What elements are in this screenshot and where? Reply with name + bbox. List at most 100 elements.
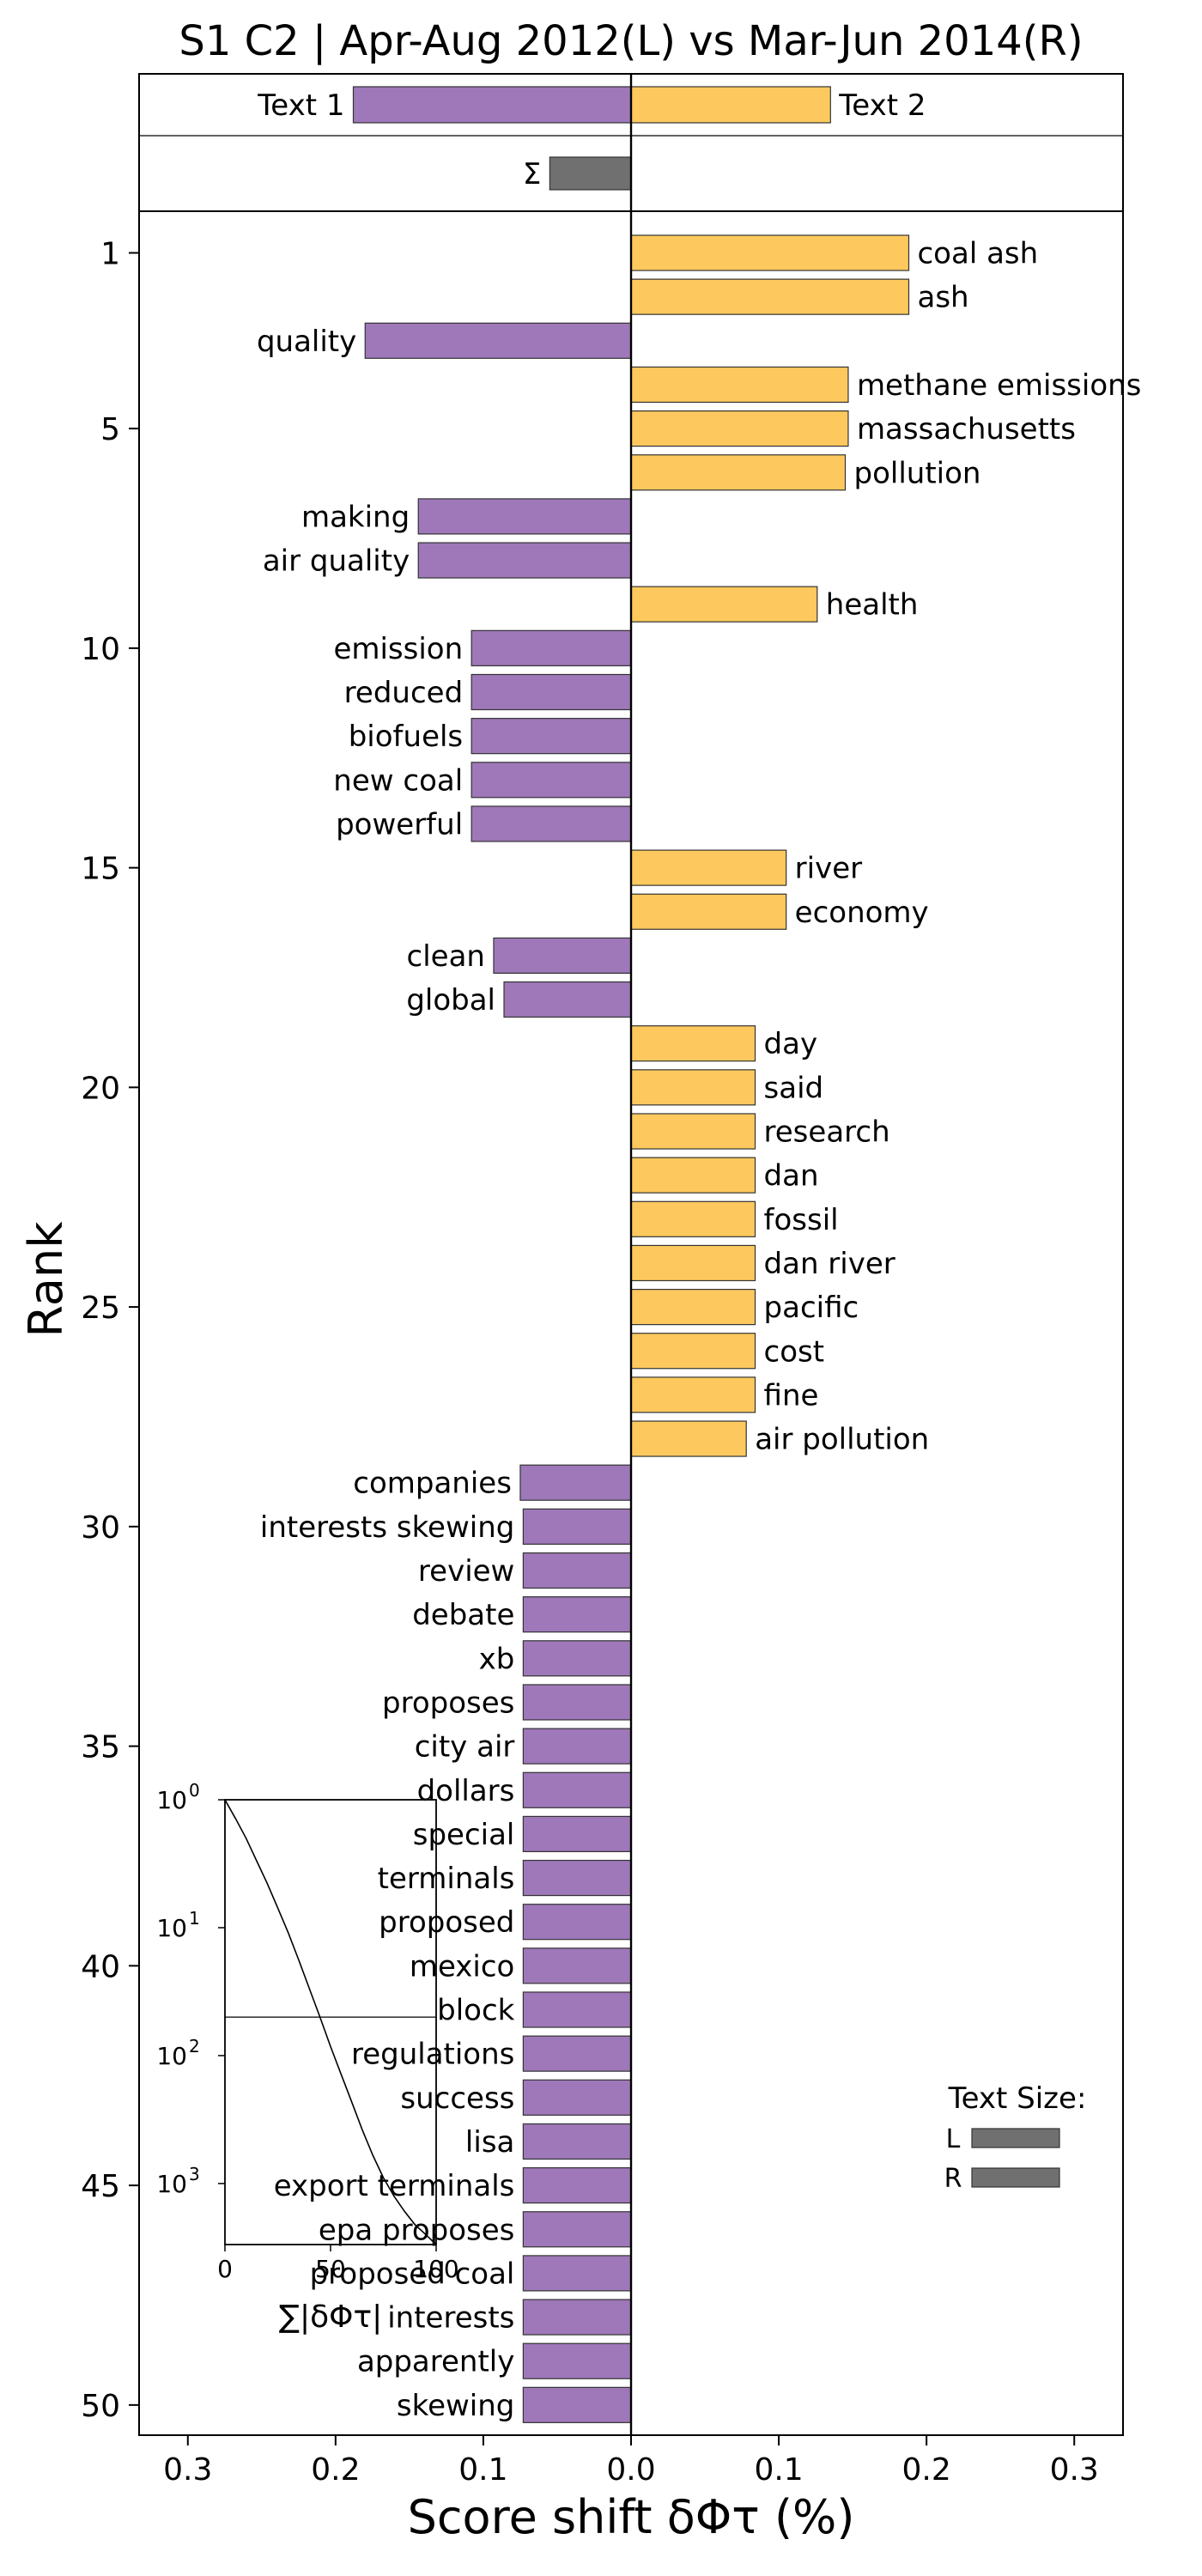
word-bar [522, 1947, 632, 1984]
y-tick-label: 50 [81, 2389, 120, 2424]
word-bar [470, 805, 632, 842]
word-bar [630, 586, 818, 623]
inset-y-tick-exponent: 2 [189, 2036, 200, 2057]
word-label: dan river [764, 1247, 895, 1281]
text1-total-bar [352, 86, 632, 124]
word-bar [522, 1904, 632, 1941]
word-bar [522, 1596, 632, 1633]
x-tick-label: 0.1 [458, 2452, 507, 2488]
word-label: companies [353, 1467, 512, 1501]
word-bar [630, 1200, 756, 1237]
chart-title: S1 C2 | Apr-Aug 2012(L) vs Mar-Jun 2014(… [179, 17, 1083, 65]
word-label: powerful [336, 807, 463, 841]
word-label: skewing [397, 2389, 515, 2423]
y-tick-label: 30 [81, 1510, 120, 1546]
word-label: air pollution [755, 1423, 929, 1457]
word-bar [630, 1420, 747, 1457]
word-label: special [413, 1818, 515, 1852]
legend-title: Text Size: [948, 2081, 1087, 2116]
text2-total-bar [630, 86, 831, 124]
word-label: ash [917, 281, 968, 315]
word-bar [522, 2299, 632, 2336]
sigma-label: Σ [523, 157, 541, 191]
word-bar [630, 1113, 756, 1150]
word-bar [503, 981, 632, 1018]
word-label: mexico [410, 1949, 515, 1984]
inset-y-tick-base: 10 [156, 1786, 187, 1814]
word-bar [522, 1508, 632, 1545]
word-bar [630, 454, 847, 491]
word-bar [630, 1025, 756, 1062]
word-label: reduced [344, 676, 463, 710]
word-label: air quality [263, 544, 410, 579]
word-label: export terminals [274, 2169, 515, 2203]
word-bar [522, 2211, 632, 2248]
y-tick-label: 45 [81, 2169, 120, 2204]
word-bar [630, 1244, 756, 1282]
word-bar [522, 2167, 632, 2204]
x-axis-label: Score shift δΦτ (%) [408, 2490, 855, 2544]
legend-item-label: R [944, 2164, 962, 2194]
inset-y-tick-base: 10 [156, 2042, 187, 2070]
word-bar [630, 893, 787, 930]
text-size-legend: Text Size: LR [944, 2081, 1087, 2194]
word-label: economy [795, 896, 929, 930]
word-label: biofuels [349, 720, 463, 754]
word-bar [522, 2342, 632, 2379]
text2-label: Text 2 [838, 88, 926, 123]
x-tick-label: 0.2 [902, 2452, 951, 2488]
word-label: block [437, 1994, 515, 2028]
x-tick-label: 0.3 [163, 2452, 212, 2488]
x-tick-label: 0.3 [1050, 2452, 1099, 2488]
word-bar [522, 1991, 632, 2028]
word-label: cost [764, 1334, 825, 1369]
word-bar [470, 629, 632, 666]
y-tick-label: 1 [100, 237, 120, 272]
word-bar [522, 1728, 632, 1765]
word-label: dan [764, 1159, 819, 1194]
word-bar [522, 2386, 632, 2423]
word-label: terminals [378, 1862, 515, 1896]
word-label: methane emissions [857, 368, 1141, 403]
word-label: proposes [382, 1686, 514, 1720]
word-bar [470, 762, 632, 799]
word-label: epa proposes [319, 2213, 515, 2247]
word-label: dollars [417, 1774, 515, 1808]
word-bar [630, 278, 910, 315]
y-tick-label: 15 [81, 852, 120, 887]
word-bar [522, 1815, 632, 1852]
y-tick-label: 25 [81, 1291, 120, 1326]
inset-y-tick-base: 10 [156, 2170, 187, 2198]
y-tick-label: 20 [81, 1071, 120, 1106]
word-bar [522, 1552, 632, 1589]
y-tick-label: 10 [81, 632, 120, 667]
word-bar [630, 1157, 756, 1194]
inset-y-tick-exponent: 0 [189, 1780, 200, 1801]
word-bar [630, 1376, 756, 1413]
word-label: proposed [379, 1905, 514, 1940]
word-bar [630, 234, 910, 271]
word-bar [630, 366, 849, 404]
x-tick-label: 0.1 [754, 2452, 803, 2488]
inset-x-tick-label: 0 [217, 2255, 233, 2283]
word-label: said [764, 1071, 824, 1105]
y-tick-label: 40 [81, 1949, 120, 1984]
word-label: research [764, 1115, 890, 1150]
word-bar [522, 2123, 632, 2160]
word-bar [522, 1771, 632, 1808]
cumulative-inset: 10 010 110 210 30 50 100∑|δΦτ| [156, 1780, 458, 2335]
word-label: global [406, 983, 495, 1018]
word-label: proposed coal [310, 2257, 515, 2291]
word-label: success [400, 2081, 514, 2116]
word-bar [522, 2079, 632, 2116]
word-label: interests skewing [260, 1510, 514, 1545]
word-bar [522, 1640, 632, 1677]
word-label: pacific [764, 1291, 859, 1325]
word-bar [364, 322, 632, 359]
legend-size-bar [971, 2167, 1060, 2188]
word-label: fine [764, 1378, 819, 1413]
bar-layer [352, 86, 910, 2423]
inset-y-tick-exponent: 3 [189, 2164, 200, 2184]
